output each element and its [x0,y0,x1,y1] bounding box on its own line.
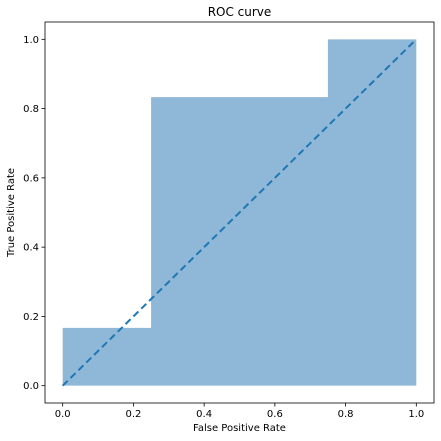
y-tick-label: 1.0 [23,35,39,46]
axis-ticks: 0.0 0.2 0.4 0.6 0.8 1.0 0.0 0.2 0.4 0.6 0.8 1.0 [23,35,424,420]
x-tick-label: 0.6 [267,409,283,420]
plot-frame [44,21,435,404]
x-axis-label: False Positive Rate [193,423,286,434]
y-tick-label: 0.8 [23,104,39,115]
chance-diagonal-line [61,38,418,387]
x-tick-label: 0.0 [55,409,71,420]
y-tick-label: 0.6 [23,173,39,184]
plot-area [61,38,418,387]
y-axis-label: True Positive Rate [6,168,17,258]
x-tick-label: 0.2 [125,409,141,420]
y-tick-label: 0.0 [23,381,39,392]
chart-title: ROC curve [208,5,272,19]
y-tick-label: 0.2 [23,312,39,323]
x-tick-label: 0.4 [196,409,212,420]
x-tick-label: 0.8 [338,409,354,420]
x-tick-label: 1.0 [408,409,424,420]
y-tick-label: 0.4 [23,243,39,254]
